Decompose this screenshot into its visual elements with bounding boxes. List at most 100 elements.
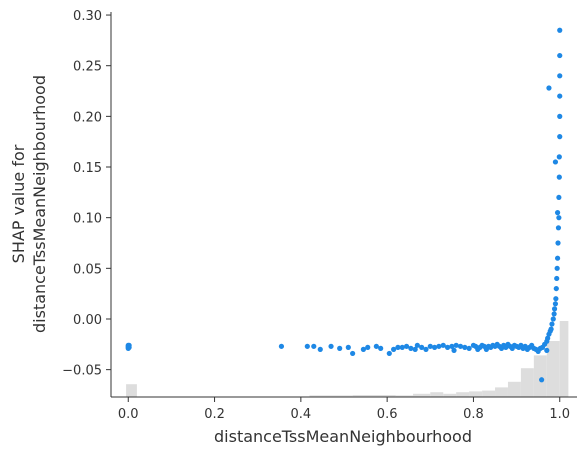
y-axis-label-line-2: distanceTssMeanNeighbourhood: [30, 75, 49, 333]
x-tick-label: 0.4: [291, 407, 312, 422]
data-point: [432, 344, 438, 350]
histogram-bar: [395, 395, 414, 397]
data-point: [311, 343, 317, 349]
x-axis-ticks: 0.0 0.2 0.4 0.6 0.8 1.0: [118, 397, 570, 422]
y-tick-label: 0.30: [73, 9, 102, 24]
data-point: [337, 345, 343, 351]
data-point: [412, 346, 418, 352]
data-point: [553, 285, 559, 292]
data-point: [555, 240, 561, 246]
data-point: [557, 113, 563, 119]
histogram-bar: [469, 391, 483, 397]
data-point: [419, 344, 425, 350]
x-axis-label: distanceTssMeanNeighbourhood: [214, 427, 472, 446]
histogram-bar: [430, 392, 444, 397]
data-point: [457, 343, 464, 349]
data-point: [555, 225, 562, 231]
data-point: [551, 306, 558, 312]
data-point: [556, 154, 562, 160]
histogram-bar: [309, 395, 353, 397]
data-point: [449, 343, 455, 349]
data-point: [350, 350, 356, 357]
histogram-bar: [507, 381, 521, 397]
data-point: [545, 335, 551, 341]
data-point: [317, 346, 323, 352]
data-point: [423, 346, 429, 352]
histogram-bar: [559, 321, 569, 397]
histogram-bar: [126, 384, 137, 397]
y-tick-label: 0.25: [73, 60, 102, 75]
data-point: [550, 316, 556, 322]
y-tick-label: 0.05: [73, 262, 102, 277]
data-point: [556, 194, 562, 201]
y-tick-label: 0.00: [73, 313, 102, 328]
data-point: [360, 346, 367, 352]
data-point: [551, 311, 557, 317]
data-point: [557, 134, 563, 140]
data-point: [556, 174, 562, 180]
data-point: [544, 347, 550, 353]
data-point: [373, 343, 379, 349]
data-point: [546, 85, 552, 91]
data-point: [345, 344, 351, 350]
y-tick-label: 0.20: [73, 110, 102, 125]
data-point: [552, 159, 559, 165]
data-point: [395, 344, 401, 350]
data-point: [462, 344, 468, 350]
data-point: [386, 350, 392, 357]
data-point: [440, 342, 446, 348]
data-point: [557, 27, 563, 33]
data-point: [552, 301, 559, 307]
histogram-bar: [413, 393, 431, 397]
data-point: [126, 344, 132, 350]
data-point: [554, 265, 560, 271]
histogram-bar: [443, 393, 457, 397]
data-point: [539, 377, 545, 383]
histogram-bar: [482, 390, 496, 397]
data-point: [436, 343, 442, 349]
data-point: [553, 296, 559, 302]
data-point: [328, 343, 334, 349]
y-tick-label: 0.15: [73, 161, 102, 176]
data-point: [378, 345, 384, 351]
y-axis-ticks: −0.05 0.00 0.05 0.10 0.15 0.20 0.25 0.30: [62, 9, 111, 379]
data-point: [399, 344, 405, 350]
y-tick-label: 0.10: [73, 212, 102, 227]
data-point: [554, 255, 561, 261]
shap-points: [125, 27, 563, 383]
data-point: [554, 210, 561, 216]
x-tick-label: 0.8: [463, 407, 484, 422]
data-point: [557, 73, 563, 79]
data-point: [548, 326, 554, 332]
histogram-bar: [533, 355, 547, 397]
x-tick-label: 1.0: [549, 407, 570, 422]
data-point: [549, 321, 555, 327]
histogram-bar: [520, 368, 534, 397]
data-point: [408, 345, 414, 351]
data-point: [414, 342, 420, 348]
x-tick-label: 0.0: [118, 407, 139, 422]
data-point: [444, 344, 451, 350]
data-point: [391, 346, 397, 352]
data-point: [453, 342, 459, 348]
histogram-bar: [352, 395, 396, 397]
histogram-bar: [495, 387, 508, 397]
data-point: [304, 343, 310, 349]
y-tick-label: −0.05: [62, 364, 102, 379]
histogram-bar: [456, 392, 470, 397]
data-point: [365, 344, 371, 350]
data-point: [403, 343, 410, 349]
x-tick-label: 0.6: [377, 407, 398, 422]
feature-histogram: [126, 321, 569, 397]
data-point: [466, 345, 472, 351]
data-point: [427, 343, 433, 349]
y-axis-label-line-1: SHAP value for: [9, 144, 28, 263]
data-point: [557, 52, 563, 59]
data-point: [557, 93, 563, 99]
data-point: [556, 215, 562, 221]
histogram-bar: [546, 341, 560, 397]
data-point: [554, 275, 560, 282]
x-tick-label: 0.2: [204, 407, 225, 422]
data-point: [278, 343, 285, 349]
